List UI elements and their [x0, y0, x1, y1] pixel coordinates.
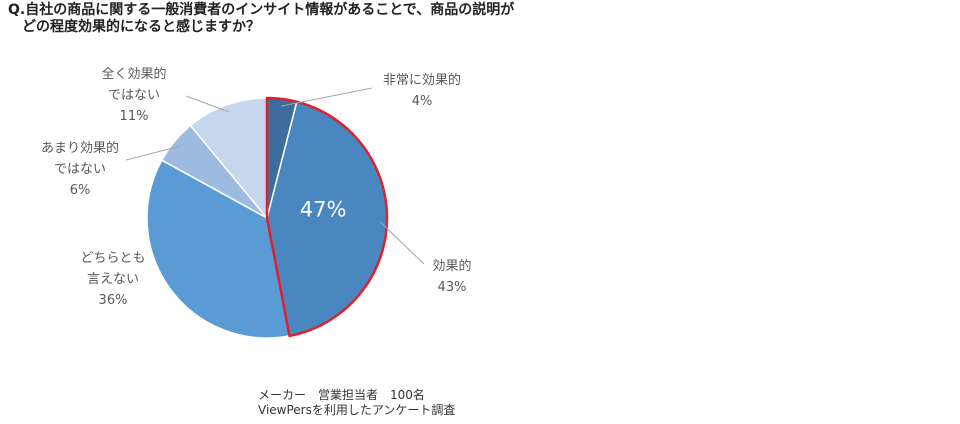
- pie-slice: [189, 97, 268, 221]
- data-label: どちらとも言えない 36%: [81, 248, 146, 311]
- value-label: 43%: [437, 280, 467, 295]
- highlight-outline: [265, 96, 389, 338]
- leader-line: [125, 145, 181, 161]
- leader-line: [185, 95, 229, 113]
- chart-title: Q.自社の商品に関する一般消費者のインサイト情報があることで、商品の説明が どの…: [8, 2, 514, 36]
- category-label: 非常に効果的: [382, 73, 461, 88]
- category-label: 効果的: [432, 259, 472, 274]
- value-label: 6%: [69, 183, 91, 198]
- title-line: Q.自社の商品に関する一般消費者のインサイト情報があることで、商品の説明が: [8, 2, 515, 18]
- data-label: 効果的 43%: [426, 256, 478, 298]
- pie-slice: [146, 159, 291, 339]
- title-line: どの程度効果的になると感じますか？: [22, 19, 260, 35]
- leader-line: [281, 87, 373, 107]
- category-label: あまり効果的ではない: [41, 141, 120, 177]
- category-label: 全く効果的ではない: [101, 67, 167, 103]
- data-label: あまり効果的ではない 6%: [41, 138, 119, 201]
- value-label: 36%: [98, 293, 128, 308]
- category-label: どちらとも言えない: [80, 251, 146, 287]
- note-line: ViewPersを利用したアンケート調査: [258, 403, 456, 417]
- value-label: 4%: [411, 94, 433, 109]
- data-label: 全く効果的ではない 11%: [102, 64, 167, 127]
- note-line: メーカー 営業担当者 100名: [258, 388, 425, 402]
- highlight-label: 47%: [300, 198, 347, 222]
- value-label: 11%: [119, 109, 149, 124]
- data-label: 非常に効果的 4%: [377, 70, 468, 112]
- leader-line: [379, 221, 425, 265]
- footnote: メーカー 営業担当者 100名 ViewPersを利用したアンケート調査: [258, 388, 455, 418]
